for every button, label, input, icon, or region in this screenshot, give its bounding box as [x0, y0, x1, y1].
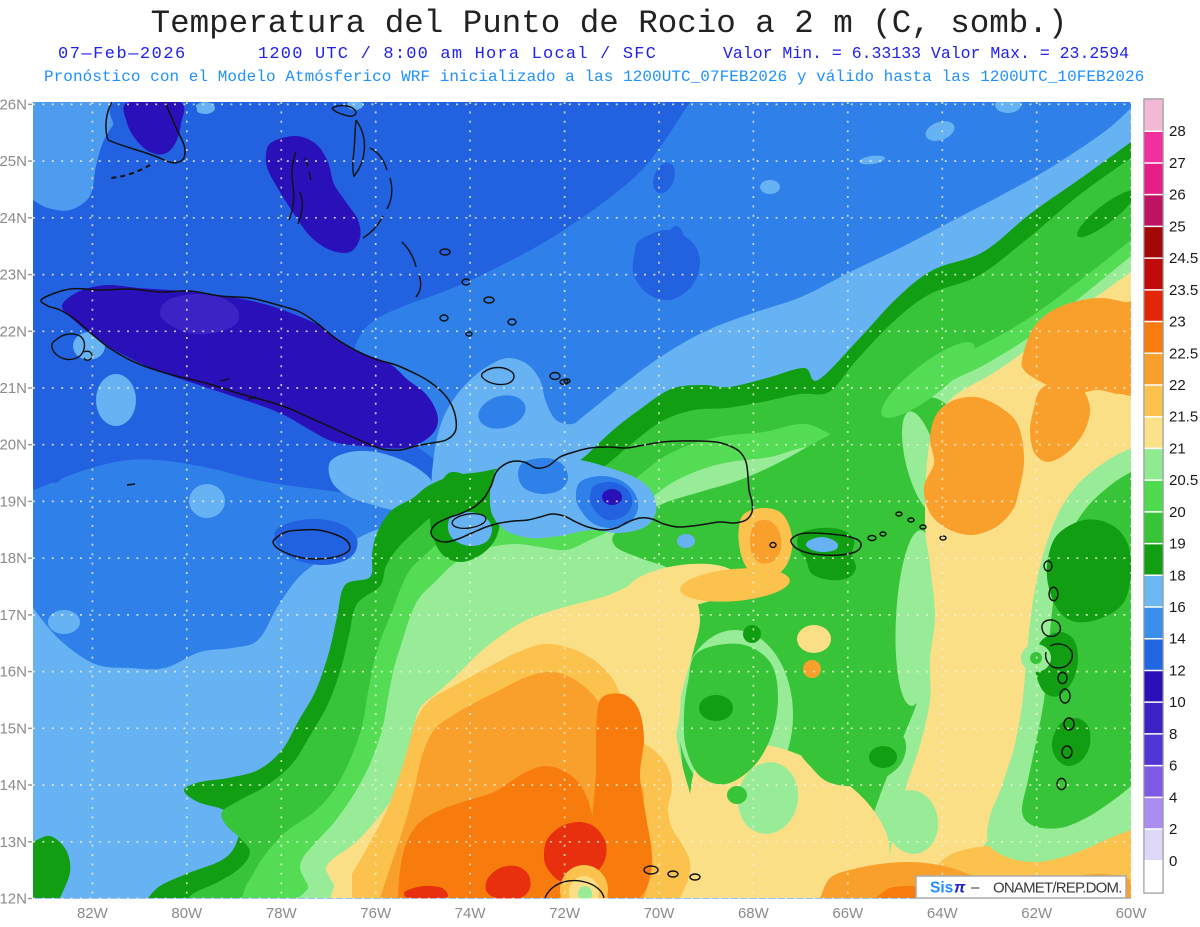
- svg-text:16N: 16N: [0, 664, 27, 681]
- svg-text:0: 0: [1169, 853, 1177, 870]
- svg-text:12: 12: [1169, 663, 1186, 680]
- svg-text:16: 16: [1169, 599, 1186, 616]
- svg-text:24.5: 24.5: [1169, 250, 1198, 267]
- svg-text:–: –: [971, 879, 980, 896]
- svg-text:26N: 26N: [0, 96, 27, 113]
- svg-text:82W: 82W: [77, 905, 109, 922]
- svg-text:70W: 70W: [644, 905, 676, 922]
- svg-text:80W: 80W: [171, 905, 203, 922]
- svg-text:24N: 24N: [0, 210, 27, 227]
- svg-text:20N: 20N: [0, 437, 27, 454]
- svg-text:74W: 74W: [455, 905, 487, 922]
- svg-text:22.5: 22.5: [1169, 345, 1198, 362]
- svg-text:68W: 68W: [738, 905, 770, 922]
- svg-text:19N: 19N: [0, 493, 27, 510]
- svg-text:π: π: [954, 880, 966, 897]
- svg-text:25: 25: [1169, 218, 1186, 235]
- svg-text:72W: 72W: [549, 905, 581, 922]
- svg-text:27: 27: [1169, 155, 1186, 172]
- svg-text:23: 23: [1169, 314, 1186, 331]
- svg-text:10: 10: [1169, 694, 1186, 711]
- svg-text:66W: 66W: [832, 905, 864, 922]
- svg-text:22N: 22N: [0, 323, 27, 340]
- svg-text:18: 18: [1169, 567, 1186, 584]
- svg-text:6: 6: [1169, 758, 1177, 775]
- svg-text:1200 UTC / 8:00 am Hora Local: 1200 UTC / 8:00 am Hora Local / SFC: [258, 45, 657, 64]
- svg-text:26: 26: [1169, 187, 1186, 204]
- svg-text:Sis: Sis: [930, 880, 953, 897]
- svg-text:28: 28: [1169, 123, 1186, 140]
- svg-text:22: 22: [1169, 377, 1186, 394]
- svg-text:17N: 17N: [0, 607, 27, 624]
- svg-text:64W: 64W: [927, 905, 959, 922]
- svg-text:4: 4: [1169, 789, 1177, 806]
- svg-text:19: 19: [1169, 536, 1186, 553]
- svg-text:15N: 15N: [0, 720, 27, 737]
- svg-text:2: 2: [1169, 821, 1177, 838]
- svg-text:76W: 76W: [360, 905, 392, 922]
- svg-text:8: 8: [1169, 726, 1177, 743]
- svg-text:23N: 23N: [0, 267, 27, 284]
- svg-text:07—Feb—2026: 07—Feb—2026: [58, 45, 187, 64]
- svg-text:14N: 14N: [0, 777, 27, 794]
- svg-text:12N: 12N: [0, 891, 27, 908]
- svg-text:Temperatura del Punto de Rocio: Temperatura del Punto de Rocio a 2 m (C,…: [151, 5, 1068, 42]
- svg-text:21N: 21N: [0, 380, 27, 397]
- svg-text:60W: 60W: [1116, 905, 1148, 922]
- svg-text:13N: 13N: [0, 834, 27, 851]
- svg-text:18N: 18N: [0, 550, 27, 567]
- svg-text:14: 14: [1169, 631, 1186, 648]
- svg-text:25N: 25N: [0, 153, 27, 170]
- svg-text:21.5: 21.5: [1169, 409, 1198, 426]
- svg-text:20.5: 20.5: [1169, 472, 1198, 489]
- svg-text:20: 20: [1169, 504, 1186, 521]
- svg-text:78W: 78W: [266, 905, 298, 922]
- svg-text:23.5: 23.5: [1169, 282, 1198, 299]
- svg-text:Valor Min. = 6.33133 Valor Ma: Valor Min. = 6.33133 Valor Max. = 23.259…: [723, 44, 1129, 63]
- svg-text:21: 21: [1169, 440, 1186, 457]
- svg-text:Pronóstico con el Modelo Atmós: Pronóstico con el Modelo Atmósferico WRF…: [44, 68, 1144, 86]
- svg-text:ONAMET/REP.DOM.: ONAMET/REP.DOM.: [993, 880, 1122, 897]
- svg-text:62W: 62W: [1021, 905, 1053, 922]
